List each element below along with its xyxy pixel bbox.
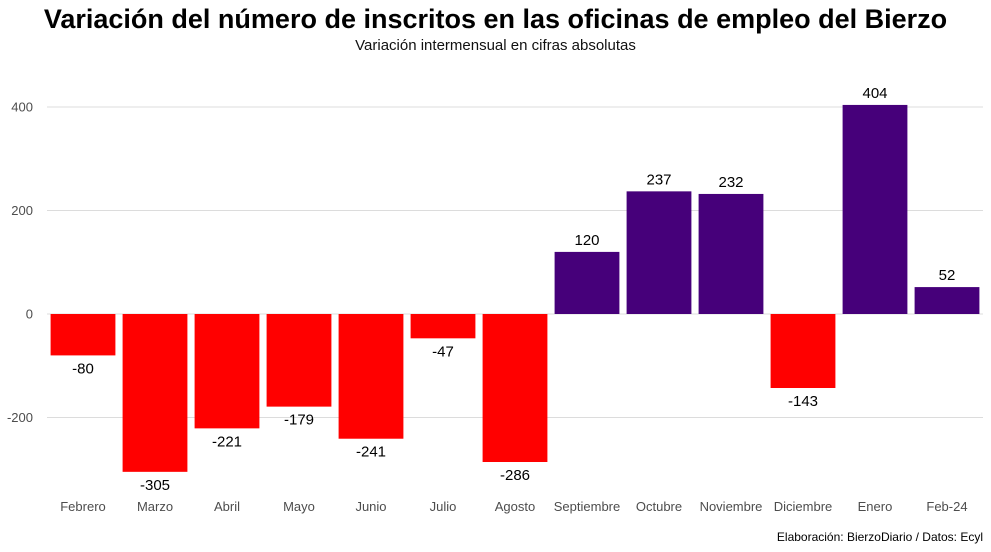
y-tick-label: 0 xyxy=(26,307,33,322)
bar-enero xyxy=(842,104,908,315)
x-tick-label: Mayo xyxy=(283,499,315,514)
x-tick-label: Noviembre xyxy=(700,499,763,514)
bar-febrero xyxy=(50,314,116,356)
y-tick-label: 400 xyxy=(11,100,33,115)
value-labels: -80 -305 -221 -179 -241 -47 -286 120 237 232 -143 4… xyxy=(72,85,955,494)
y-axis-ticks: -200 0 200 400 xyxy=(7,100,33,426)
chart-title: Variación del número de inscritos en las… xyxy=(43,4,948,34)
bar-noviembre xyxy=(698,193,764,314)
value-label: -47 xyxy=(432,343,454,360)
x-tick-label: Septiembre xyxy=(554,499,620,514)
y-tick-label: -200 xyxy=(7,410,33,425)
x-tick-label: Feb-24 xyxy=(926,499,967,514)
source-caption: Elaboración: BierzoDiario / Datos: Ecyl xyxy=(776,530,983,544)
y-tick-label: 200 xyxy=(11,203,33,218)
value-label: -179 xyxy=(284,412,314,429)
bar-julio xyxy=(410,314,476,339)
value-label: -286 xyxy=(500,467,530,484)
value-label: -221 xyxy=(212,433,242,450)
value-label: -143 xyxy=(788,393,818,410)
bar-marzo xyxy=(122,314,188,472)
value-label: -305 xyxy=(140,477,170,494)
x-tick-label: Diciembre xyxy=(774,499,833,514)
value-label: 232 xyxy=(718,174,743,191)
x-tick-label: Junio xyxy=(355,499,386,514)
x-tick-label: Octubre xyxy=(636,499,682,514)
x-axis-ticks: Febrero Marzo Abril Mayo Junio Julio Agosto Sep… xyxy=(60,499,967,514)
bar-feb-24 xyxy=(914,287,980,314)
x-tick-label: Agosto xyxy=(495,499,535,514)
value-label: -80 xyxy=(72,360,94,377)
chart-subtitle: Variación intermensual en cifras absolut… xyxy=(355,37,636,54)
bar-agosto xyxy=(482,314,548,463)
value-label: 52 xyxy=(939,267,956,284)
bar-junio xyxy=(338,314,404,439)
value-label: 120 xyxy=(574,232,599,249)
bar-septiembre xyxy=(554,251,620,314)
x-tick-label: Abril xyxy=(214,499,240,514)
value-label: 404 xyxy=(862,85,887,102)
x-tick-label: Febrero xyxy=(60,499,106,514)
x-tick-label: Julio xyxy=(430,499,457,514)
bars xyxy=(50,104,980,472)
value-label: -241 xyxy=(356,444,386,461)
value-label: 237 xyxy=(646,171,671,188)
bar-mayo xyxy=(266,314,332,407)
bar-diciembre xyxy=(770,314,836,389)
bar-abril xyxy=(194,314,260,429)
x-tick-label: Marzo xyxy=(137,499,173,514)
bar-octubre xyxy=(626,191,692,314)
x-tick-label: Enero xyxy=(858,499,893,514)
